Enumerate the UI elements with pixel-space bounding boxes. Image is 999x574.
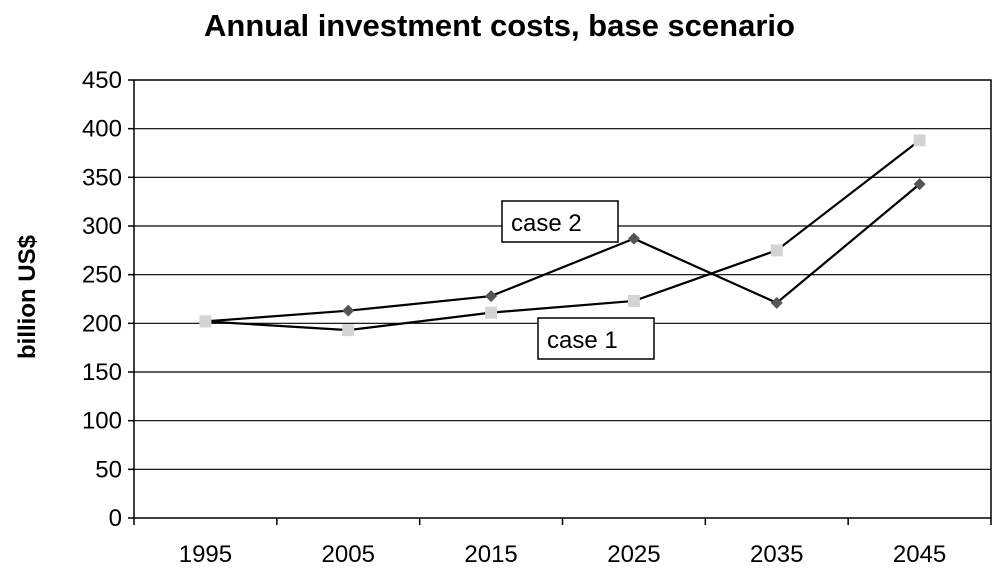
y-tick-label: 350 [82, 164, 122, 191]
series-line-case-1 [205, 139, 921, 332]
y-tick-label: 50 [95, 456, 122, 483]
point-case-2 [770, 296, 783, 309]
x-tick-label: 2015 [464, 541, 517, 568]
plot-area-border [133, 79, 992, 519]
y-tick-label: 250 [82, 262, 122, 289]
point-case-1 [627, 294, 640, 307]
y-tick-label: 100 [82, 408, 122, 435]
x-tick-label: 2025 [607, 541, 660, 568]
point-case-2 [913, 178, 926, 191]
point-case-2 [485, 290, 498, 303]
x-tick-label: 2035 [750, 541, 803, 568]
point-case-1 [485, 306, 498, 319]
gridlines [134, 128, 991, 470]
annotation-group: case 2 case 1 [501, 200, 655, 360]
point-case-2 [342, 304, 355, 317]
y-tick-label: 450 [82, 67, 122, 94]
y-tick-label: 0 [109, 505, 122, 532]
annotation-case-1: case 1 [547, 327, 618, 354]
y-tick-label: 150 [82, 359, 122, 386]
annotation-box-case-2 [501, 200, 619, 243]
series-line-case-2 [205, 183, 921, 323]
point-case-1 [342, 324, 355, 337]
y-tick-label: 300 [82, 213, 122, 240]
y-tick-label: 200 [82, 310, 122, 337]
point-case-2 [627, 232, 640, 245]
chart-title: Annual investment costs, base scenario [204, 8, 795, 43]
series-group [199, 134, 926, 337]
x-tick-label: 1995 [179, 541, 232, 568]
point-case-1 [770, 244, 783, 257]
point-case-1 [199, 315, 212, 328]
annotation-case-2: case 2 [511, 210, 582, 237]
y-tick-label: 400 [82, 116, 122, 143]
annotation-box-case-1 [537, 317, 655, 360]
x-tick-label: 2005 [322, 541, 375, 568]
axes: 0 50 100 150 200 250 300 350 400 450 1995 2005 2015 2… [82, 67, 992, 568]
x-tick-label: 2045 [893, 541, 946, 568]
point-case-1 [913, 134, 926, 147]
